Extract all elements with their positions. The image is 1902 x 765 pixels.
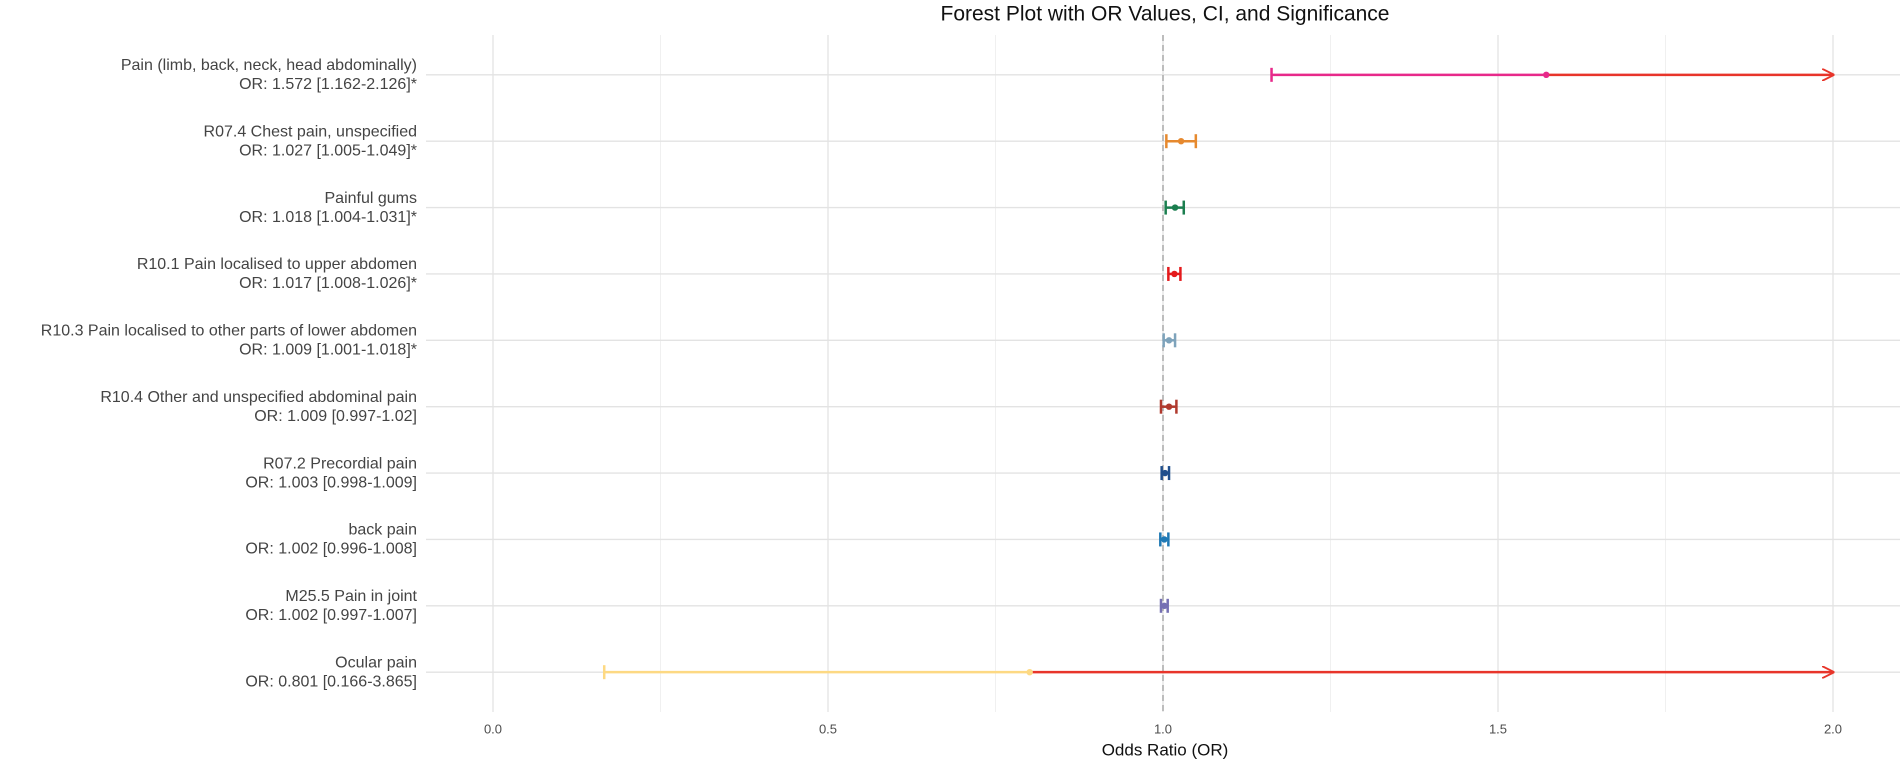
or-label: OR: 0.801 [0.166-3.865]: [245, 673, 417, 690]
or-label: OR: 1.572 [1.162-2.126]*: [239, 76, 417, 93]
or-point: [1177, 137, 1185, 145]
or-point: [1165, 337, 1173, 344]
or-label: OR: 1.018 [1.004-1.031]*: [239, 209, 417, 226]
category-label: R10.1 Pain localised to upper abdomen: [137, 256, 417, 273]
or-label: OR: 1.002 [0.996-1.008]: [245, 541, 417, 558]
x-tick-label: 1.5: [1489, 721, 1507, 736]
category-label: R10.3 Pain localised to other parts of l…: [41, 323, 417, 340]
category-label: R10.4 Other and unspecified abdominal pa…: [100, 389, 417, 406]
or-label: OR: 1.003 [0.998-1.009]: [245, 474, 417, 491]
category-label: Pain (limb, back, neck, head abdominally…: [121, 57, 417, 74]
or-point: [1026, 668, 1033, 676]
category-label: M25.5 Pain in joint: [285, 588, 417, 605]
or-point: [1161, 536, 1168, 543]
or-point: [1171, 270, 1178, 278]
x-axis-title: Odds Ratio (OR): [1102, 740, 1229, 759]
or-label: OR: 1.009 [0.997-1.02]: [254, 408, 417, 425]
x-tick-label: 2.0: [1824, 721, 1842, 736]
or-point: [1171, 204, 1179, 211]
or-label: OR: 1.009 [1.001-1.018]*: [239, 342, 417, 359]
category-label: Painful gums: [325, 190, 418, 207]
or-point: [1543, 71, 1550, 79]
x-tick-label: 0.5: [819, 721, 837, 736]
category-label: Ocular pain: [335, 654, 417, 671]
chart-title: Forest Plot with OR Values, CI, and Sign…: [941, 3, 1390, 26]
or-point: [1161, 469, 1169, 477]
or-point: [1165, 403, 1173, 410]
or-label: OR: 1.017 [1.008-1.026]*: [239, 275, 417, 292]
or-label: OR: 1.002 [0.997-1.007]: [245, 607, 417, 624]
or-point: [1161, 602, 1168, 610]
x-tick-label: 0.0: [484, 721, 502, 736]
x-tick-label: 1.0: [1154, 721, 1172, 736]
or-label: OR: 1.027 [1.005-1.049]*: [239, 142, 417, 159]
category-label: back pain: [349, 522, 418, 539]
category-label: R07.4 Chest pain, unspecified: [204, 123, 417, 140]
category-label: R07.2 Precordial pain: [263, 455, 417, 472]
